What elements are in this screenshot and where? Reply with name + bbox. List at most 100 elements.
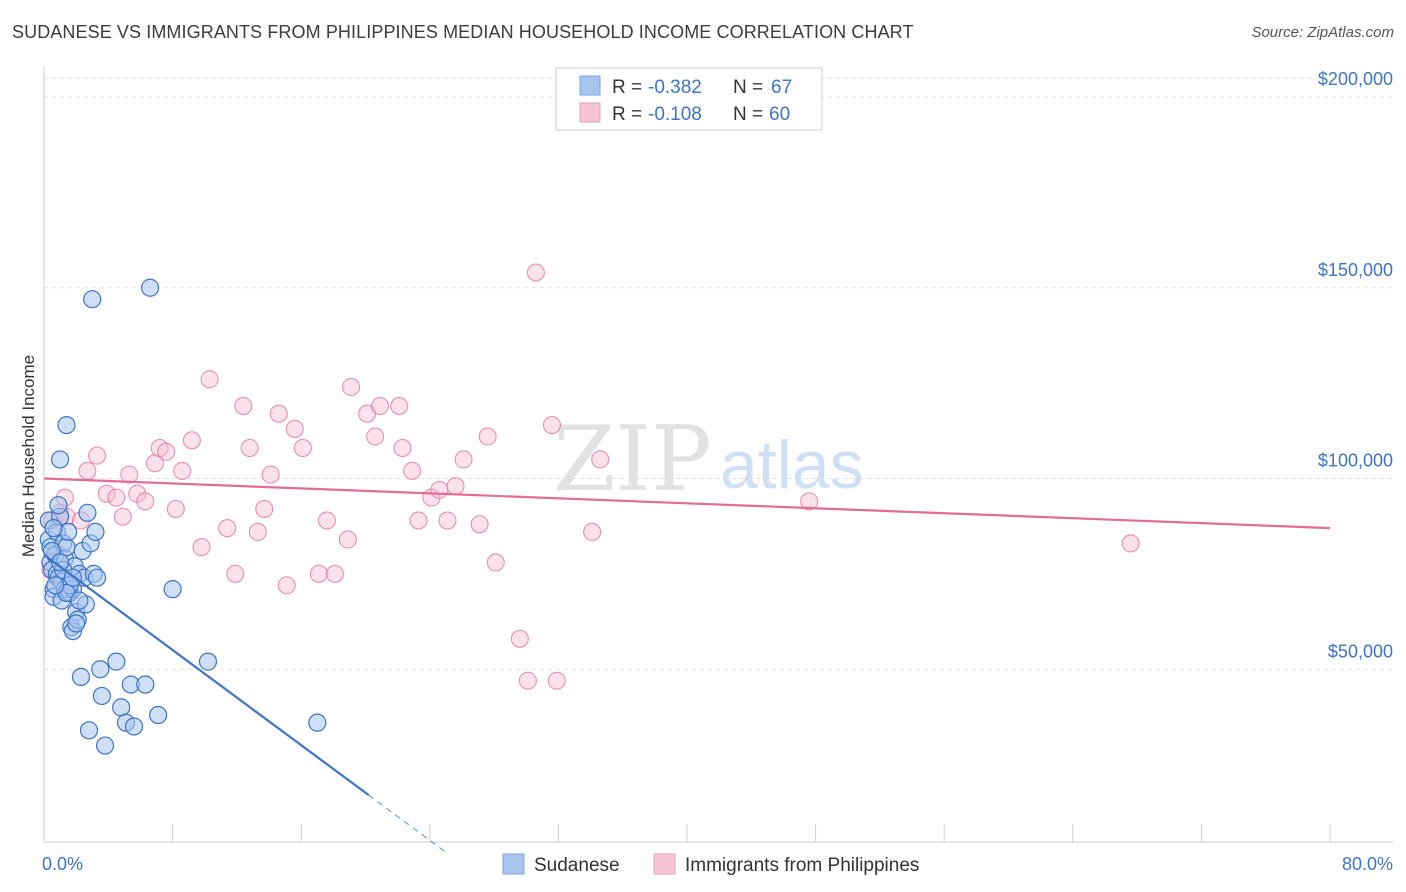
point-philippines-48 <box>438 511 457 530</box>
point-sudanese-66 <box>44 518 63 538</box>
point-sudanese-55 <box>308 713 327 732</box>
point-sudanese-11 <box>50 450 70 469</box>
point-philippines-58 <box>547 671 566 690</box>
trend-philippines <box>43 477 1331 530</box>
point-sudanese-36 <box>79 721 99 740</box>
watermark-atlas: atlas <box>720 427 864 503</box>
point-philippines-36 <box>325 564 344 583</box>
point-philippines-24 <box>226 564 245 583</box>
legend-r-sudanese: -0.382 <box>648 77 702 98</box>
bottom-legend-swatch-sudanese <box>502 853 525 875</box>
point-philippines-18 <box>166 500 185 519</box>
point-philippines-37 <box>338 530 357 549</box>
point-philippines-21 <box>192 538 211 557</box>
stats-legend: R = -0.382 N = 67 R = -0.108 N = 60 <box>555 67 823 131</box>
point-philippines-23 <box>218 519 237 538</box>
point-sudanese-50 <box>136 675 155 694</box>
point-philippines-42 <box>390 397 409 416</box>
bottom-legend-swatch-philippines <box>653 853 676 875</box>
point-philippines-33 <box>293 438 312 457</box>
point-sudanese-54 <box>198 652 218 671</box>
gridlines <box>44 77 1393 670</box>
point-philippines-60 <box>591 450 610 469</box>
source-label: Source: ZipAtlas.com <box>1251 24 1394 41</box>
point-sudanese-31 <box>71 667 91 686</box>
point-philippines-17 <box>157 442 176 461</box>
y-tick-label-2: $150,000 <box>1318 260 1393 280</box>
point-sudanese-51 <box>140 278 160 297</box>
point-philippines-56 <box>526 263 545 282</box>
legend-n-sudanese: 67 <box>771 77 792 98</box>
point-philippines-51 <box>470 515 489 534</box>
legend-n-philippines: 60 <box>769 104 790 125</box>
point-sudanese-56 <box>49 496 68 515</box>
watermark-zip: ZIP <box>553 407 712 512</box>
point-philippines-29 <box>261 465 280 484</box>
chart-title: SUDANESE VS IMMIGRANTS FROM PHILIPPINES … <box>12 22 914 42</box>
point-philippines-26 <box>240 438 259 457</box>
point-sudanese-43 <box>92 686 111 706</box>
y-tick-label-3: $200,000 <box>1318 69 1393 89</box>
point-philippines-10 <box>107 488 126 507</box>
point-philippines-31 <box>277 576 296 595</box>
point-philippines-19 <box>173 461 192 480</box>
point-sudanese-63 <box>46 576 65 595</box>
point-philippines-7 <box>78 461 97 480</box>
point-sudanese-52 <box>149 705 168 725</box>
point-philippines-32 <box>285 419 304 438</box>
point-philippines-45 <box>409 511 428 530</box>
point-sudanese-40 <box>86 522 105 542</box>
point-philippines-47 <box>430 480 449 499</box>
legend-swatch-philippines <box>579 102 601 123</box>
point-sudanese-41 <box>87 568 107 587</box>
y-tick-label-1: $100,000 <box>1318 451 1393 471</box>
series-sudanese-points <box>39 278 327 755</box>
point-sudanese-46 <box>112 698 131 717</box>
point-sudanese-38 <box>83 290 102 309</box>
point-philippines-35 <box>317 511 336 530</box>
point-philippines-22 <box>200 370 219 389</box>
axes <box>43 66 1393 843</box>
point-philippines-44 <box>403 461 422 480</box>
x-tick-min: 0.0% <box>42 854 83 874</box>
point-philippines-41 <box>370 397 389 416</box>
point-philippines-8 <box>88 446 107 465</box>
legend-r-label-sudanese: R = <box>612 77 642 98</box>
point-philippines-43 <box>393 438 412 457</box>
point-philippines-59 <box>583 522 602 541</box>
trend-sudanese <box>43 553 370 797</box>
point-sudanese-62 <box>70 591 89 610</box>
y-tick-labels: $50,000 $100,000 $150,000 $200,000 <box>1318 69 1393 661</box>
point-philippines-52 <box>478 427 497 446</box>
trend-lines <box>43 477 1331 853</box>
legend-r-label-philippines: R = <box>612 104 642 125</box>
point-philippines-9 <box>97 484 116 503</box>
y-tick-label-0: $50,000 <box>1328 641 1393 661</box>
point-philippines-62 <box>1121 534 1140 553</box>
point-philippines-54 <box>510 629 529 648</box>
point-philippines-11 <box>113 507 132 526</box>
x-tick-max: 80.0% <box>1342 854 1393 874</box>
legend-r-philippines: -0.108 <box>648 104 702 125</box>
point-sudanese-35 <box>78 503 97 522</box>
point-sudanese-18 <box>57 415 76 435</box>
bottom-legend-philippines: Immigrants from Philippines <box>685 855 919 876</box>
point-philippines-49 <box>446 477 465 496</box>
point-sudanese-59 <box>67 614 86 633</box>
point-sudanese-49 <box>124 717 144 736</box>
point-philippines-50 <box>454 450 473 469</box>
point-philippines-20 <box>182 431 201 450</box>
trend-sudanese-extension <box>368 794 447 853</box>
point-sudanese-44 <box>95 736 115 755</box>
series-legend: Sudanese Immigrants from Philippines <box>502 853 919 876</box>
legend-n-label-philippines: N = <box>733 104 763 125</box>
point-philippines-57 <box>542 416 561 435</box>
point-philippines-30 <box>269 404 288 423</box>
bottom-legend-sudanese: Sudanese <box>534 855 620 876</box>
point-sudanese-53 <box>163 580 182 599</box>
point-philippines-28 <box>255 500 274 519</box>
point-philippines-27 <box>248 522 267 541</box>
point-philippines-14 <box>136 492 155 511</box>
point-philippines-34 <box>309 564 328 583</box>
